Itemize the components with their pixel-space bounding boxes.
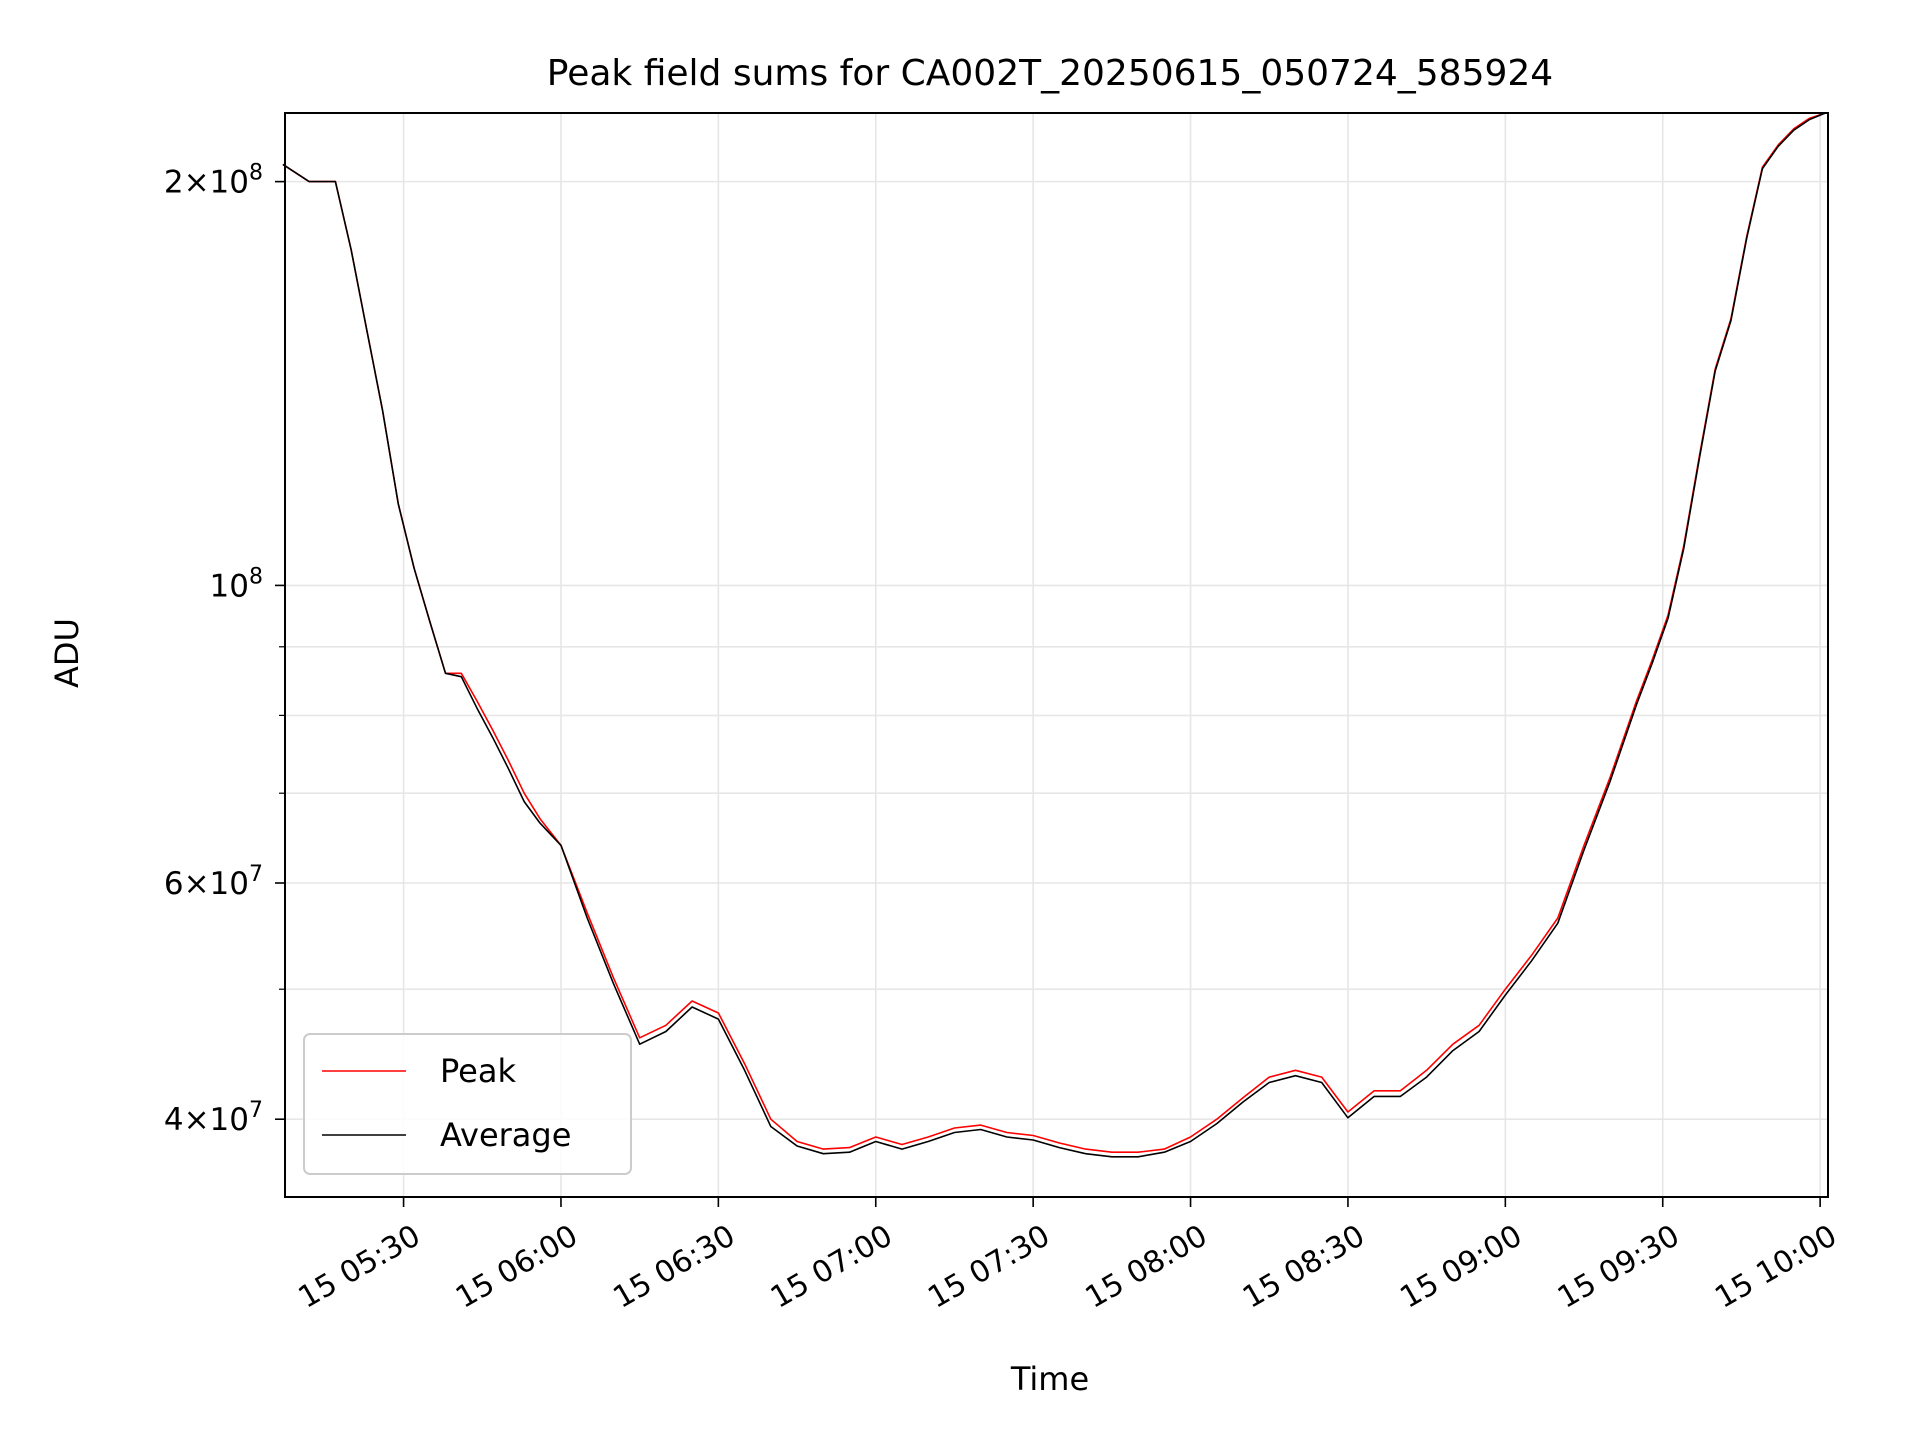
series-group — [282, 112, 1826, 1158]
legend-box — [303, 1033, 632, 1175]
y-tick-label: 2×108 — [164, 161, 263, 201]
y-tick-mantissa: 6 — [164, 866, 184, 902]
y-tick-times: × — [184, 165, 210, 201]
grid — [285, 113, 1828, 1197]
x-axis-label: Time — [1010, 1360, 1089, 1398]
y-tick-exponent: 7 — [249, 862, 263, 887]
y-tick-label: 108 — [210, 564, 263, 604]
series-line-peak — [282, 112, 1826, 1153]
y-tick-base: 10 — [210, 165, 249, 201]
legend: Peak Average — [303, 1033, 632, 1175]
y-tick-mantissa: 4 — [164, 1102, 184, 1138]
y-tick-label: 6×107 — [164, 862, 263, 902]
y-tick-label: 4×107 — [164, 1098, 263, 1138]
y-tick-base: 10 — [210, 568, 249, 604]
y-tick-mantissa: 2 — [164, 165, 184, 201]
y-axis-label: ADU — [48, 618, 86, 688]
plot-frame — [284, 112, 1829, 1198]
y-tick-exponent: 8 — [249, 161, 263, 186]
series-line-average — [282, 112, 1826, 1158]
y-tick-times: × — [184, 866, 210, 902]
legend-label: Peak — [440, 1052, 516, 1090]
chart-title: Peak field sums for CA002T_20250615_0507… — [547, 53, 1553, 94]
y-tick-exponent: 7 — [249, 1098, 263, 1123]
y-tick-times: × — [184, 1102, 210, 1138]
legend-label: Average — [440, 1116, 571, 1154]
y-tick-exponent: 8 — [249, 564, 263, 589]
y-tick-base: 10 — [210, 1102, 249, 1138]
y-tick-base: 10 — [210, 866, 249, 902]
